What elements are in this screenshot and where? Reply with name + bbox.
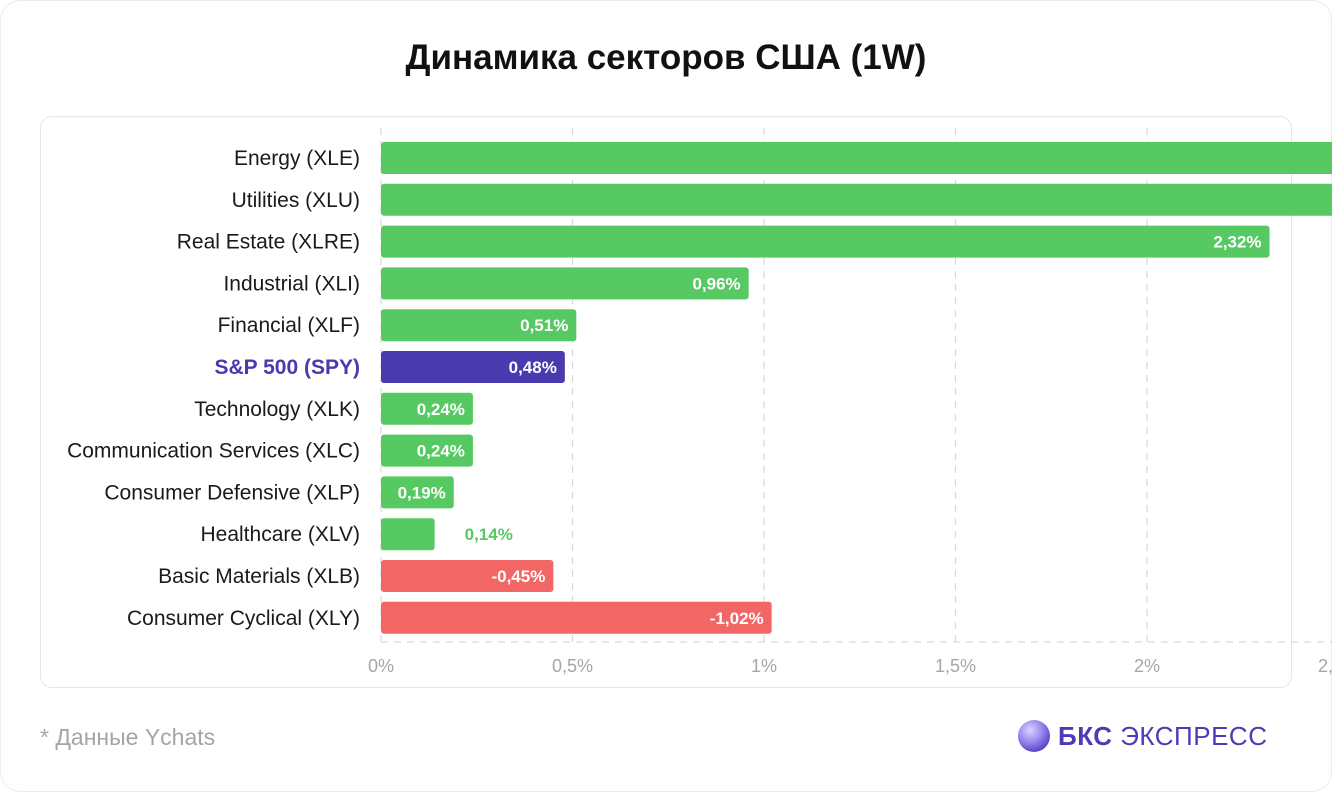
category-label: Communication Services (XLC) bbox=[67, 440, 360, 463]
positive-bar bbox=[381, 309, 577, 342]
data-label: 0,24% bbox=[417, 400, 465, 419]
data-label: 0,51% bbox=[520, 316, 568, 335]
negative-bar bbox=[381, 560, 554, 592]
category-label: Consumer Cyclical (XLY) bbox=[127, 607, 360, 630]
positive-bar bbox=[381, 434, 473, 467]
category-label: Healthcare (XLV) bbox=[200, 523, 360, 546]
data-label: -1,02% bbox=[710, 609, 764, 628]
chart-title: Динамика секторов США (1W) bbox=[405, 38, 927, 77]
category-label: Energy (XLE) bbox=[234, 147, 360, 170]
positive-bar bbox=[381, 267, 749, 300]
positive-bar bbox=[381, 476, 454, 509]
benchmark-bar bbox=[381, 351, 565, 383]
data-label: 2,32% bbox=[1213, 233, 1261, 252]
data-label: 0,19% bbox=[398, 483, 446, 502]
logo-product: ЭКСПРЕСС bbox=[1120, 720, 1268, 751]
bks-sphere-icon bbox=[1018, 720, 1050, 752]
data-label: 0,24% bbox=[417, 442, 465, 461]
x-tick-label: 2% bbox=[1134, 656, 1160, 676]
positive-bar bbox=[381, 225, 1270, 258]
x-tick-label: 2,5% bbox=[1318, 656, 1332, 676]
x-tick-label: 1,5% bbox=[935, 656, 976, 676]
logo-brand: БКС bbox=[1058, 720, 1113, 751]
positive-bar bbox=[381, 518, 435, 551]
data-label: 0,14% bbox=[465, 525, 513, 544]
x-tick-label: 0% bbox=[368, 656, 394, 676]
category-label: Consumer Defensive (XLP) bbox=[104, 481, 360, 504]
positive-bar bbox=[381, 183, 1332, 216]
positive-bar bbox=[381, 142, 1332, 174]
x-tick-label: 0,5% bbox=[552, 656, 593, 676]
positive-bar bbox=[381, 392, 473, 425]
benchmark-label: S&P 500 (SPY) bbox=[214, 356, 360, 379]
category-label: Utilities (XLU) bbox=[232, 189, 360, 212]
x-tick-label: 1% bbox=[751, 656, 777, 676]
category-label: Basic Materials (XLB) bbox=[158, 565, 360, 588]
category-label: Real Estate (XLRE) bbox=[177, 231, 360, 254]
negative-bar bbox=[381, 601, 772, 634]
data-label: 0,48% bbox=[509, 358, 557, 377]
category-label: Industrial (XLI) bbox=[223, 272, 360, 295]
brand-logo: БКС ЭКСПРЕСС bbox=[1018, 716, 1267, 756]
data-source-note: * Данные Ychats bbox=[40, 724, 216, 750]
data-label: -0,45% bbox=[491, 567, 545, 586]
category-label: Financial (XLF) bbox=[218, 314, 360, 337]
category-label: Technology (XLK) bbox=[194, 398, 360, 421]
data-label: 0,96% bbox=[692, 274, 740, 293]
